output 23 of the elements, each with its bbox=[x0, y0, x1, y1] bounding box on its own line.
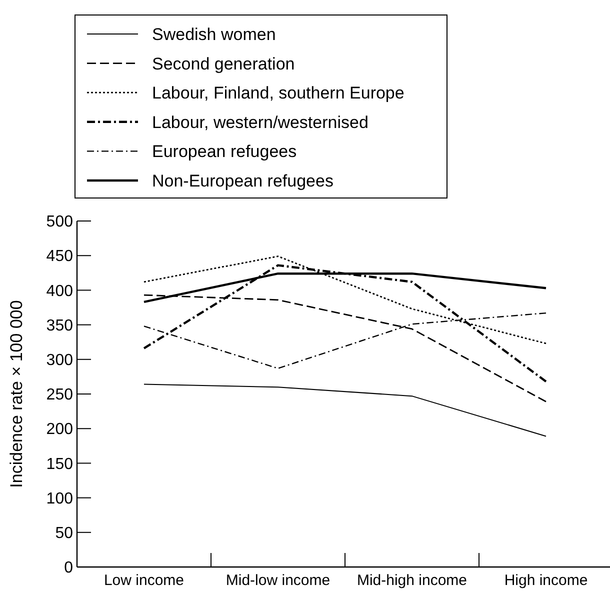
line-series bbox=[144, 384, 546, 437]
y-tick-label: 400 bbox=[46, 282, 74, 300]
x-tick-label: Mid-low income bbox=[226, 572, 330, 589]
y-tick-label: 250 bbox=[46, 386, 74, 404]
x-tick-label: High income bbox=[504, 572, 588, 589]
legend-label: Labour, Finland, southern Europe bbox=[152, 84, 404, 103]
legend-label: Non-European refugees bbox=[152, 171, 334, 190]
y-tick-label: 0 bbox=[64, 560, 74, 577]
y-tick-label: 150 bbox=[46, 456, 74, 473]
x-tick-label: Mid-high income bbox=[356, 572, 468, 589]
y-tick-label: 450 bbox=[46, 248, 74, 266]
legend-label: Labour, western/westernised bbox=[152, 112, 368, 132]
legend-label: Swedish women bbox=[152, 24, 276, 44]
y-tick-label: 50 bbox=[55, 525, 74, 542]
x-tick-label: Low income bbox=[104, 572, 184, 589]
y-tick-label: 300 bbox=[46, 352, 74, 369]
y-tick-label: 100 bbox=[46, 490, 74, 508]
legend-label: European refugees bbox=[152, 142, 297, 162]
y-axis-title: Incidence rate × 100 000 bbox=[7, 300, 26, 488]
y-tick-label: 350 bbox=[46, 317, 74, 334]
y-tick-label: 500 bbox=[46, 214, 74, 231]
y-tick-label: 200 bbox=[46, 421, 74, 438]
legend-label: Second generation bbox=[152, 54, 295, 74]
